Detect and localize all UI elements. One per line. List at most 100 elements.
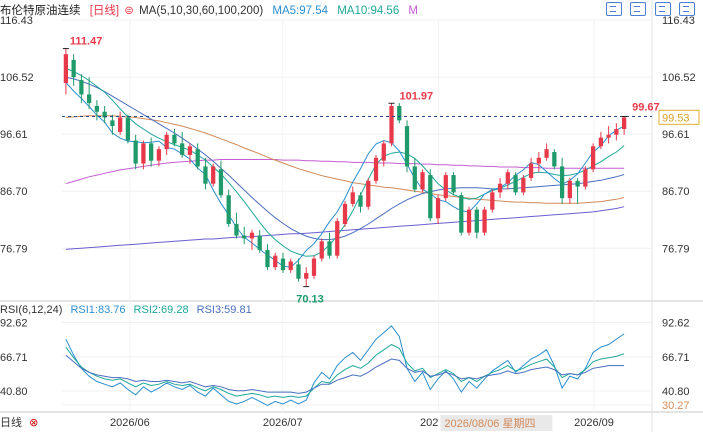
ma5-line [65, 82, 625, 268]
split-icon[interactable] [630, 2, 647, 16]
candle-body [102, 111, 107, 118]
y-tick-right: 86.70 [662, 186, 690, 198]
y-tick-left: 86.70 [0, 186, 28, 198]
rsi-tick-left: 66.71 [0, 352, 28, 364]
x-tick: 202 [420, 417, 438, 429]
rsi-tick-right: 92.62 [662, 317, 690, 329]
candle-body [203, 166, 208, 184]
candle-body [87, 94, 92, 104]
candle-body [621, 117, 627, 130]
x-tick: 2026/07 [263, 417, 303, 429]
candle-body [187, 146, 193, 155]
price-annotation: 99.67 [632, 102, 660, 114]
candle-body [598, 137, 603, 147]
candle-body [280, 258, 286, 271]
candle-body [296, 264, 301, 279]
candle-body [149, 143, 154, 161]
rsi2-value: RSI2:69.28 [133, 304, 189, 316]
candle-body [381, 143, 386, 161]
settings-icon[interactable]: ⊜ [124, 5, 134, 17]
ma-label: MA(5,10,30,60,100,200) [139, 5, 264, 17]
candle-body [265, 249, 270, 268]
y-tick-left: 76.79 [0, 243, 28, 255]
candle-body [94, 105, 100, 112]
rsi-tick-left: 92.62 [0, 317, 28, 329]
rsi-tick-right: 40.80 [662, 386, 690, 398]
close-icon[interactable]: ⊗ [29, 417, 39, 429]
rsi-line-3 [65, 354, 625, 394]
candle-body [420, 172, 425, 190]
y-tick-left: 116.43 [0, 15, 33, 27]
price-annotation: 101.97 [400, 90, 434, 102]
period-selector[interactable]: [日线] [89, 5, 120, 17]
rsi-tick-left: 40.80 [0, 386, 28, 398]
y-tick-right: 106.52 [662, 72, 696, 84]
candle-body [466, 209, 472, 233]
candle-body [497, 183, 503, 193]
candle-body [389, 105, 394, 144]
candle-body [373, 157, 379, 181]
rsi-grid [62, 321, 652, 406]
ma30-line [65, 76, 625, 241]
candle-body [459, 195, 464, 233]
price-annotations: 99.53 111.47 101.97 99.67 70.13 [62, 36, 700, 306]
candle-body [567, 180, 572, 199]
rsi1-value: RSI1:83.76 [70, 304, 126, 316]
candle-body [195, 149, 200, 167]
price-annotation: 111.47 [70, 36, 102, 48]
y-tick-left: 106.52 [0, 72, 34, 84]
expand-icon[interactable] [679, 2, 695, 16]
candle-body [521, 177, 526, 193]
candle-body [63, 54, 69, 83]
candle-body [536, 157, 541, 164]
moving-average-lines [65, 68, 625, 268]
candle-body [211, 166, 216, 184]
x-tick: 2026/09 [574, 417, 614, 429]
candle-body [614, 129, 619, 135]
candle-body [342, 203, 348, 225]
candle-body [443, 175, 448, 199]
y-tick-right: 116.43 [662, 15, 695, 27]
period-indicator[interactable]: 日线 ⊗ [0, 414, 38, 430]
candle-body [575, 180, 580, 187]
candle-body [505, 172, 510, 184]
candle-body [172, 134, 177, 144]
hover-date-box [440, 415, 553, 431]
candle-body [226, 195, 231, 225]
ma-more-button[interactable]: M [408, 5, 419, 17]
candle-body [242, 235, 247, 239]
candle-body [125, 117, 131, 141]
candle-body [257, 235, 262, 250]
instrument-title: 布伦特原油连续 [0, 5, 81, 17]
chevron-down-icon[interactable] [654, 2, 671, 16]
candle-body [133, 140, 138, 164]
rsi3-value: RSI3:59.81 [196, 304, 252, 316]
candle-body [412, 166, 417, 190]
candle-body [482, 209, 487, 233]
rsi-tick-right: 30.27 [662, 400, 690, 412]
candle-body [451, 175, 456, 193]
candle-body [218, 169, 224, 196]
candle-body [141, 143, 146, 164]
y-tick-left: 96.61 [0, 129, 28, 141]
candle-body [164, 134, 169, 150]
candlestick-series [63, 48, 627, 287]
rsi-lines [65, 325, 625, 406]
candle-body [474, 209, 479, 233]
candle-body [288, 261, 293, 271]
current-price-label: 99.53 [662, 112, 690, 124]
grid-icon[interactable] [605, 2, 622, 16]
period-label: 日线 [0, 417, 22, 429]
ma60-line [65, 115, 625, 204]
candle-body [110, 120, 115, 127]
current-price-box [658, 109, 700, 125]
candle-body [397, 105, 402, 121]
ma5-value: MA5:97.54 [272, 5, 328, 17]
candle-body [249, 232, 255, 239]
candle-body [311, 258, 317, 276]
candle-body [404, 126, 410, 167]
candle-body [156, 149, 162, 161]
candle-body [234, 224, 239, 236]
